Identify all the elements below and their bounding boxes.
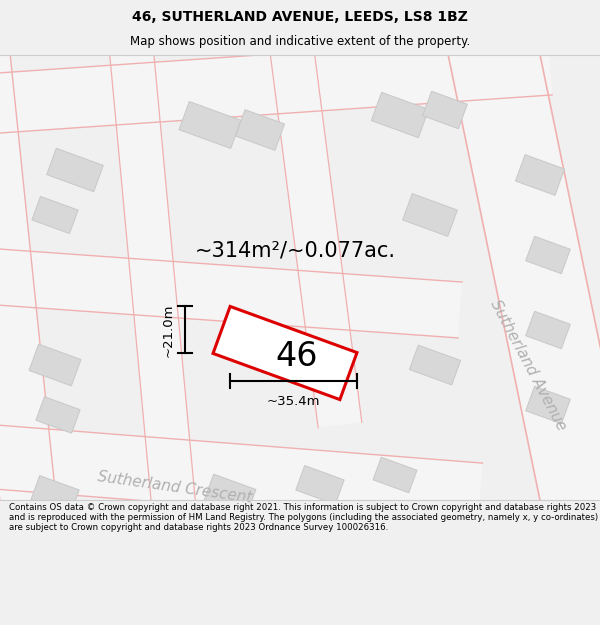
Polygon shape [0, 423, 482, 527]
Polygon shape [403, 194, 457, 236]
Polygon shape [526, 386, 571, 424]
Polygon shape [515, 154, 565, 196]
Polygon shape [0, 32, 58, 523]
Polygon shape [235, 109, 284, 151]
Polygon shape [31, 476, 79, 514]
Polygon shape [446, 26, 600, 529]
Polygon shape [36, 397, 80, 433]
Text: ~21.0m: ~21.0m [162, 303, 175, 357]
Polygon shape [29, 344, 81, 386]
Polygon shape [108, 33, 197, 522]
Text: Map shows position and indicative extent of the property.: Map shows position and indicative extent… [130, 35, 470, 48]
Polygon shape [409, 345, 461, 385]
Polygon shape [204, 474, 256, 516]
Polygon shape [213, 306, 357, 399]
Text: Sutherland Crescent: Sutherland Crescent [97, 469, 253, 505]
Text: ~314m²/~0.077ac.: ~314m²/~0.077ac. [194, 240, 395, 260]
Polygon shape [526, 236, 571, 274]
Text: 46: 46 [276, 341, 318, 374]
Polygon shape [371, 92, 428, 138]
Text: Sutherland Avenue: Sutherland Avenue [487, 298, 569, 432]
Text: Contains OS data © Crown copyright and database right 2021. This information is : Contains OS data © Crown copyright and d… [9, 503, 598, 532]
Text: ~35.4m: ~35.4m [267, 394, 320, 408]
Polygon shape [373, 458, 417, 492]
Polygon shape [422, 91, 467, 129]
Polygon shape [179, 101, 241, 149]
Polygon shape [47, 148, 103, 192]
Polygon shape [296, 466, 344, 504]
Polygon shape [268, 32, 362, 428]
Polygon shape [0, 35, 552, 135]
Polygon shape [0, 247, 462, 338]
Polygon shape [526, 311, 571, 349]
Text: 46, SUTHERLAND AVENUE, LEEDS, LS8 1BZ: 46, SUTHERLAND AVENUE, LEEDS, LS8 1BZ [132, 9, 468, 24]
Polygon shape [32, 196, 78, 234]
